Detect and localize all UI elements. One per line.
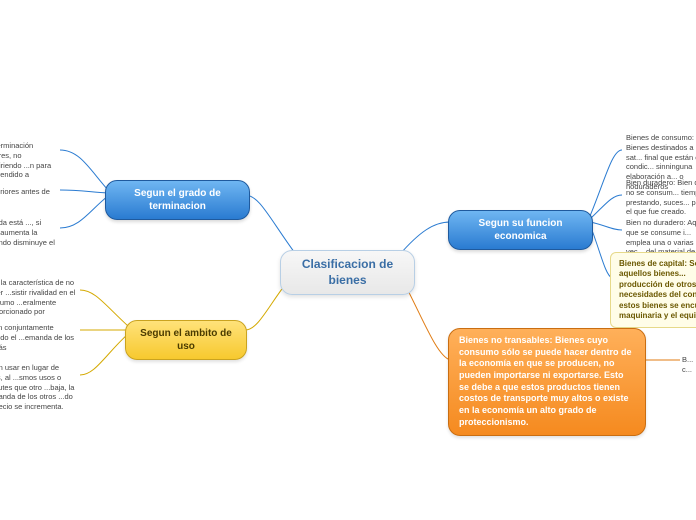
- leaf-ambito-1: ...san conjuntamente cuando el ...emanda…: [0, 320, 80, 355]
- branch-ambito[interactable]: Segun el ambito de uso: [125, 320, 247, 360]
- leaf-ambito-0: ...en la característica de no poder ...s…: [0, 275, 80, 320]
- branch-terminacion[interactable]: Segun el grado de terminacion: [105, 180, 250, 220]
- leaf-terminacion-0: de terminación ...dores, no requiriendo …: [0, 138, 60, 183]
- leaf-terminacion-2: ...anda está ..., si este aumenta la ...…: [0, 215, 60, 250]
- leaf-transables-0: B... c...: [678, 352, 696, 378]
- branch-funcion[interactable]: Segun su funcion economica: [448, 210, 593, 250]
- branch-transables[interactable]: Bienes no transables: Bienes cuyo consum…: [448, 328, 646, 436]
- leaf-funcion-1: Bien duradero: Bien que no se consum... …: [622, 175, 696, 220]
- leaf-funcion-capital: Bienes de capital: Son aquellos bienes..…: [610, 252, 696, 328]
- center-node[interactable]: Clasificacion de bienes: [280, 250, 415, 295]
- leaf-ambito-2: ...den usar en lugar de otros, al ...smo…: [0, 360, 80, 415]
- leaf-terminacion-1: ...steriores antes de ser: [0, 184, 60, 210]
